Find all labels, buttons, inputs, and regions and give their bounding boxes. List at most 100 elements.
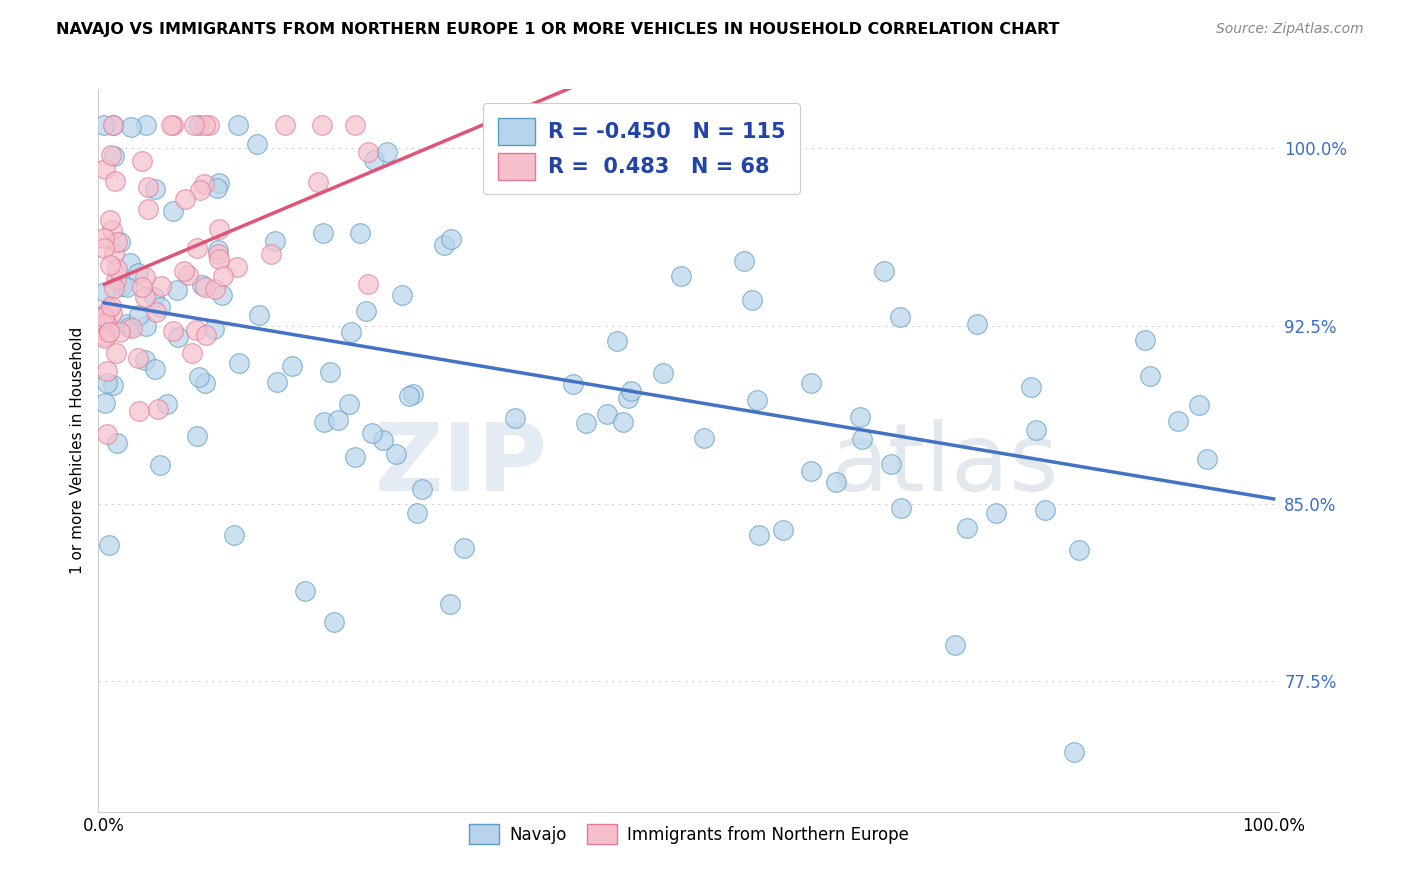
Point [115,317,138,331]
Point [246,137,269,152]
Point [104,174,127,188]
Point [96,376,118,390]
Point [1025,423,1047,437]
Point [208,252,231,266]
Point [118,320,141,334]
Point [371,433,394,447]
Point [96,426,118,441]
Point [162,204,184,219]
Point [651,366,673,380]
Point [575,416,598,430]
Point [1133,333,1156,347]
Point [120,256,142,270]
Point [94,161,117,176]
Point [111,279,134,293]
Point [190,183,212,197]
Point [121,321,143,335]
Point [98,212,121,227]
Point [247,308,270,322]
Point [1195,452,1218,467]
Point [889,310,911,325]
Point [748,528,770,542]
Point [128,404,150,418]
Point [184,323,207,337]
Point [145,305,167,319]
Point [100,258,122,272]
Point [193,177,215,191]
Point [134,290,156,304]
Point [354,303,377,318]
Point [260,247,283,261]
Point [612,415,634,429]
Point [433,238,456,252]
Point [187,370,209,384]
Point [97,302,120,317]
Point [943,638,966,652]
Point [127,266,149,280]
Point [406,506,429,520]
Point [202,322,225,336]
Point [105,345,128,359]
Point [101,222,124,236]
Point [772,523,794,537]
Point [322,615,344,630]
Point [136,202,159,216]
Point [134,269,156,284]
Point [800,464,823,478]
Point [93,118,115,132]
Point [312,226,335,240]
Point [173,192,195,206]
Point [1035,503,1057,517]
Point [194,118,217,132]
Point [848,410,870,425]
Point [411,482,433,496]
Point [162,118,184,132]
Text: Source: ZipAtlas.com: Source: ZipAtlas.com [1216,22,1364,37]
Point [343,450,366,464]
Point [191,277,214,292]
Point [281,359,304,374]
Point [149,300,172,314]
Point [311,118,333,132]
Point [176,268,198,282]
Point [93,308,115,322]
Point [166,330,188,344]
Point [93,328,115,343]
Point [800,376,823,390]
Point [136,179,159,194]
Point [402,386,425,401]
Point [93,241,115,255]
Point [228,356,250,370]
Point [98,325,121,339]
Point [143,182,166,196]
Point [440,232,463,246]
Point [181,345,204,359]
Point [1188,398,1211,412]
Point [966,318,988,332]
Point [385,447,408,461]
Point [671,268,693,283]
Point [96,316,118,330]
Point [349,226,371,240]
Point [194,327,217,342]
Point [226,260,249,274]
Point [880,457,903,471]
Point [142,290,165,304]
Point [205,180,228,194]
Point [357,277,380,291]
Point [101,118,124,132]
Point [148,402,170,417]
Text: NAVAJO VS IMMIGRANTS FROM NORTHERN EUROPE 1 OR MORE VEHICLES IN HOUSEHOLD CORREL: NAVAJO VS IMMIGRANTS FROM NORTHERN EUROP… [56,22,1060,37]
Point [149,278,172,293]
Point [453,541,475,555]
Point [956,521,979,535]
Point [104,272,127,286]
Point [361,425,384,440]
Point [194,280,217,294]
Point [264,234,287,248]
Point [188,118,211,132]
Point [375,145,398,159]
Point [340,325,363,339]
Point [1167,414,1189,428]
Point [149,458,172,473]
